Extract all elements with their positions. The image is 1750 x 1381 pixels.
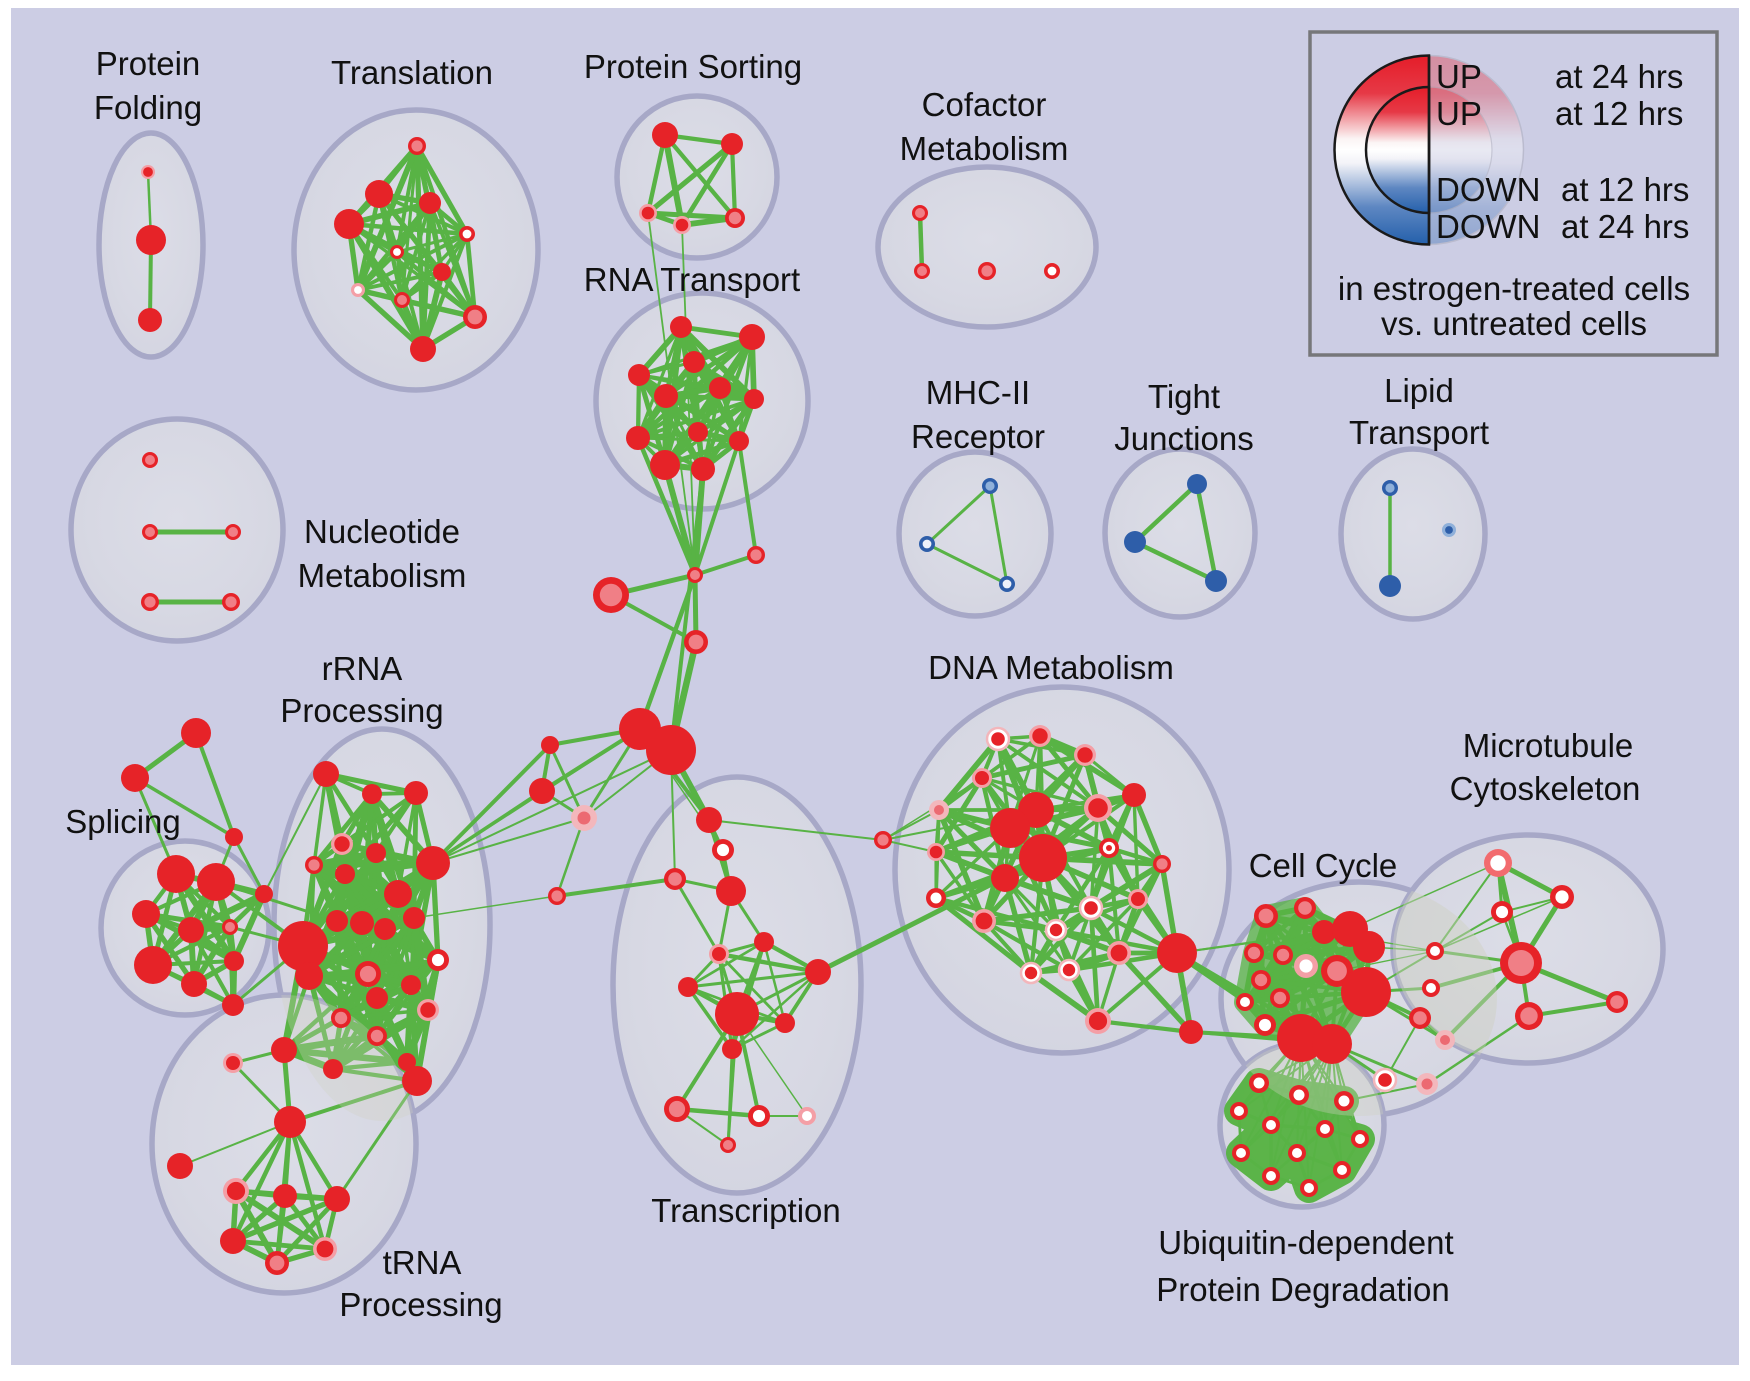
svg-text:in estrogen-treated cells: in estrogen-treated cells xyxy=(1338,270,1690,307)
svg-text:tRNA: tRNA xyxy=(383,1244,462,1281)
svg-text:Cytoskeleton: Cytoskeleton xyxy=(1450,770,1641,807)
svg-text:Microtubule: Microtubule xyxy=(1463,727,1634,764)
svg-text:vs. untreated cells: vs. untreated cells xyxy=(1381,305,1647,342)
svg-text:rRNA: rRNA xyxy=(322,650,403,687)
svg-text:DOWN: DOWN xyxy=(1436,208,1540,245)
svg-text:Folding: Folding xyxy=(94,89,202,126)
svg-text:UP: UP xyxy=(1436,58,1482,95)
svg-text:Metabolism: Metabolism xyxy=(900,130,1069,167)
svg-text:Processing: Processing xyxy=(339,1286,502,1323)
svg-text:UP: UP xyxy=(1436,95,1482,132)
svg-text:at 12 hrs: at 12 hrs xyxy=(1561,171,1689,208)
svg-text:at 24 hrs: at 24 hrs xyxy=(1561,208,1689,245)
svg-text:DNA Metabolism: DNA Metabolism xyxy=(928,649,1174,686)
svg-text:Junctions: Junctions xyxy=(1114,420,1253,457)
svg-text:Protein Degradation: Protein Degradation xyxy=(1156,1271,1450,1308)
svg-text:MHC-II: MHC-II xyxy=(926,374,1030,411)
svg-text:Transport: Transport xyxy=(1349,414,1489,451)
svg-text:Receptor: Receptor xyxy=(911,418,1045,455)
svg-text:Lipid: Lipid xyxy=(1384,372,1454,409)
svg-text:Nucleotide: Nucleotide xyxy=(304,513,460,550)
svg-text:Protein Sorting: Protein Sorting xyxy=(584,48,802,85)
svg-text:Splicing: Splicing xyxy=(65,803,181,840)
svg-text:Tight: Tight xyxy=(1148,378,1220,415)
svg-text:Transcription: Transcription xyxy=(651,1192,841,1229)
svg-text:at 24 hrs: at 24 hrs xyxy=(1555,58,1683,95)
svg-text:DOWN: DOWN xyxy=(1436,171,1540,208)
svg-text:Metabolism: Metabolism xyxy=(298,557,467,594)
svg-text:Processing: Processing xyxy=(280,692,443,729)
svg-text:Ubiquitin-dependent: Ubiquitin-dependent xyxy=(1158,1224,1453,1261)
svg-text:Cell Cycle: Cell Cycle xyxy=(1249,847,1398,884)
svg-text:Translation: Translation xyxy=(331,54,493,91)
svg-text:Cofactor: Cofactor xyxy=(922,86,1047,123)
svg-text:Protein: Protein xyxy=(96,45,201,82)
svg-text:at 12 hrs: at 12 hrs xyxy=(1555,95,1683,132)
svg-text:RNA Transport: RNA Transport xyxy=(584,261,800,298)
